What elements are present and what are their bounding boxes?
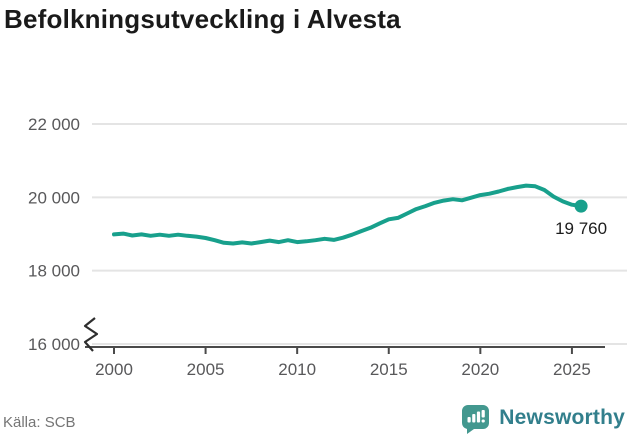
bar-chart-glyph bbox=[467, 409, 486, 422]
exclamation-bar bbox=[481, 409, 486, 417]
x-axis-tick-label: 2025 bbox=[553, 360, 591, 379]
axis-break-squiggle bbox=[83, 317, 99, 352]
y-axis-tick-label: 20 000 bbox=[28, 188, 80, 207]
y-axis-tick-label: 18 000 bbox=[28, 262, 80, 281]
speech-bubble-shape bbox=[462, 404, 490, 434]
newsworthy-logo[interactable]: Newsworthy bbox=[460, 401, 625, 435]
y-axis-tick-label: 16 000 bbox=[28, 335, 80, 354]
x-axis-tick-label: 2020 bbox=[461, 360, 499, 379]
end-point-marker bbox=[574, 199, 588, 213]
end-value-label: 19 760 bbox=[555, 219, 607, 238]
x-axis-tick-label: 2010 bbox=[278, 360, 316, 379]
chart-title: Befolkningsutveckling i Alvesta bbox=[4, 4, 401, 34]
x-axis-tick-label: 2015 bbox=[370, 360, 408, 379]
x-axis-tick-label: 2005 bbox=[187, 360, 225, 379]
source-label: Källa: SCB bbox=[3, 414, 76, 431]
newsworthy-wordmark: Newsworthy bbox=[499, 406, 625, 429]
population-line bbox=[112, 183, 584, 246]
x-axis-tick-label: 2000 bbox=[95, 360, 133, 379]
y-axis-tick-label: 22 000 bbox=[28, 115, 80, 134]
exclamation-dot bbox=[481, 419, 486, 422]
newsworthy-speech-bubble-icon bbox=[462, 404, 490, 434]
